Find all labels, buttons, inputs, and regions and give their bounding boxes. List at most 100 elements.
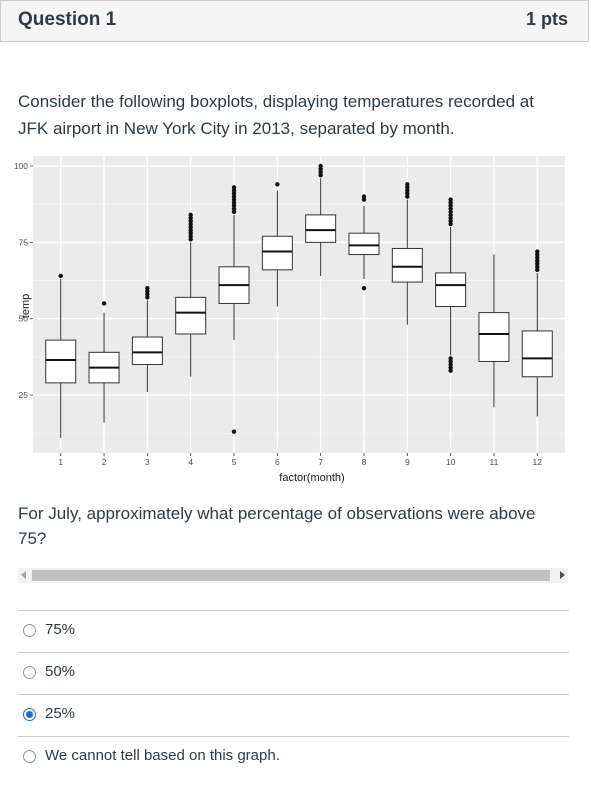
outlier-point (535, 264, 540, 269)
scrollbar-thumb[interactable] (32, 570, 550, 581)
answer-option-1[interactable]: 75% (18, 610, 569, 652)
outlier-point (231, 197, 237, 202)
outlier-point (448, 212, 453, 218)
outlier-point (405, 188, 410, 193)
box-4 (175, 212, 207, 377)
box-iqr (348, 232, 380, 256)
scroll-right-icon[interactable] (560, 571, 565, 579)
outlier-point (405, 185, 410, 190)
answer-label: We cannot tell based on this graph. (45, 747, 280, 764)
question-points: 1 pts (525, 9, 568, 29)
outlier-point (275, 182, 280, 187)
box-9 (391, 182, 423, 325)
x-tick-label: 10 (446, 457, 456, 467)
outlier-point (145, 295, 150, 300)
outlier-point (231, 206, 237, 211)
answer-option-2[interactable]: 50% (18, 652, 569, 694)
question-title: Question 1 (18, 9, 117, 30)
outlier-point (361, 197, 367, 202)
outlier-point (188, 237, 193, 242)
box-8 (348, 194, 380, 291)
outlier-point (448, 209, 453, 215)
radio-button[interactable] (23, 708, 36, 721)
outlier-point (448, 368, 453, 373)
outlier-point (318, 166, 323, 172)
answer-label: 25% (45, 705, 76, 722)
boxplot-series (45, 163, 553, 438)
y-tick-label: 50 (19, 314, 29, 324)
box-iqr (305, 214, 337, 243)
box-10 (435, 197, 467, 373)
box-12 (521, 249, 553, 417)
answer-label: 50% (45, 663, 76, 680)
outlier-point (405, 194, 410, 199)
outlier-point (58, 273, 63, 279)
outlier-point (188, 218, 193, 224)
radio-button[interactable] (23, 624, 36, 637)
outlier-point (145, 285, 150, 291)
x-tick-label: 3 (145, 457, 150, 467)
y-tick-label: 100 (14, 161, 28, 171)
x-tick-label: 8 (362, 457, 367, 467)
outlier-point (188, 224, 193, 230)
outlier-point (231, 188, 237, 193)
outlier-point (405, 182, 410, 187)
outlier-point (231, 185, 237, 190)
box-iqr (435, 272, 467, 307)
outlier-point (145, 292, 150, 297)
outlier-point (318, 172, 323, 178)
outlier-point (318, 163, 323, 169)
x-tick-label: 7 (318, 457, 323, 467)
outlier-point (448, 200, 453, 205)
answer-option-4[interactable]: We cannot tell based on this graph. (18, 736, 569, 778)
x-tick-label: 5 (232, 457, 237, 467)
outlier-point (188, 221, 193, 227)
outlier-point (535, 267, 540, 273)
outlier-point (448, 197, 453, 202)
outlier-point (448, 203, 453, 208)
outlier-point (231, 200, 237, 205)
box-1 (45, 273, 77, 438)
box-6 (261, 182, 293, 307)
outlier-point (188, 234, 193, 239)
outlier-point (405, 191, 410, 196)
outlier-point (101, 301, 107, 306)
x-tick-label: 4 (188, 457, 193, 467)
box-7 (305, 163, 337, 276)
radio-button[interactable] (23, 666, 36, 679)
box-11 (478, 254, 510, 408)
box-iqr (131, 336, 163, 366)
y-axis-label: temp (20, 294, 32, 318)
box-2 (88, 301, 120, 423)
plot-panel (33, 156, 565, 453)
outlier-point (448, 221, 453, 227)
outlier-point (448, 215, 453, 221)
question-prompt: For July, approximately what percentage … (18, 504, 536, 548)
box-iqr (261, 235, 293, 271)
box-iqr (521, 330, 553, 378)
outlier-point (231, 194, 237, 199)
x-tick-label: 6 (275, 457, 280, 467)
x-tick-label: 2 (102, 457, 107, 467)
horizontal-scrollbar[interactable] (18, 568, 568, 583)
outlier-point (231, 203, 237, 208)
outlier-point (448, 206, 453, 211)
outlier-point (448, 359, 453, 364)
box-iqr (478, 312, 510, 362)
outlier-point (535, 252, 540, 257)
box-5 (218, 185, 250, 434)
outlier-point (188, 212, 193, 218)
outlier-point (145, 289, 150, 294)
scroll-left-icon[interactable] (21, 571, 26, 579)
y-tick-label: 75 (19, 237, 29, 247)
outlier-point (231, 191, 237, 196)
y-tick-label: 25 (19, 390, 29, 400)
outlier-point (318, 169, 323, 175)
radio-button[interactable] (23, 750, 36, 763)
y-axis: 25 50 75 100 (14, 161, 33, 400)
outlier-point (535, 258, 540, 263)
outlier-point (535, 261, 540, 266)
answer-option-3[interactable]: 25% (18, 694, 569, 736)
outlier-point (231, 209, 237, 215)
